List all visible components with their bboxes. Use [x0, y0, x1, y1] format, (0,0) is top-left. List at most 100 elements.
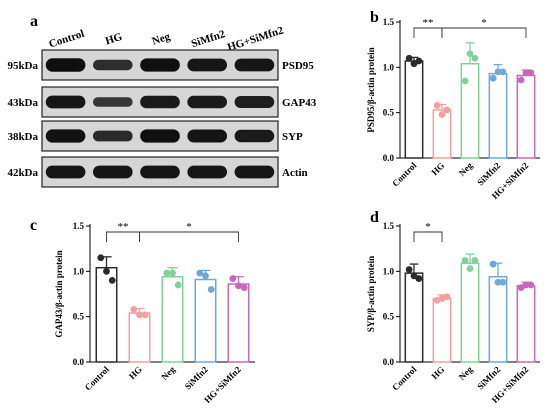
- blot-size-label: 43kDa: [7, 97, 38, 109]
- blot-band: [45, 165, 86, 179]
- bar: [516, 74, 536, 159]
- panel-label-b: b: [370, 9, 379, 26]
- significance-label: *: [186, 221, 192, 233]
- y-axis-label: GAP43/β-actin protein: [54, 250, 64, 337]
- x-tick-label: HG: [429, 364, 446, 381]
- data-point: [461, 257, 469, 264]
- blot-band: [187, 58, 228, 72]
- blot-band: [92, 165, 133, 179]
- blot-protein-label: SYP: [282, 131, 303, 143]
- data-point: [103, 267, 110, 275]
- blot-size-label: 95kDa: [7, 60, 38, 72]
- blot-protein-label: GAP43: [282, 97, 317, 109]
- data-point: [489, 74, 497, 82]
- data-point: [207, 286, 215, 293]
- blot-lane-label: Neg: [151, 30, 173, 47]
- y-tick-label: 1.5: [383, 221, 395, 231]
- panel-label-a: a: [30, 13, 38, 30]
- significance-bracket: [413, 231, 443, 242]
- blot-band: [45, 95, 86, 109]
- significance-bracket: [106, 231, 140, 242]
- y-tick-label: 1.5: [383, 17, 395, 27]
- western-blot-panel: a Control HG Neg SiMfn2 HG+SiMfn2 95kDa PSD95…: [7, 13, 317, 188]
- chart-panel-b: b 0.0 0.5 1.0 1.5 PSD95/β-actin protein Contr…: [366, 9, 540, 201]
- data-point: [415, 57, 423, 65]
- chart-panel-c: c 0.0 0.5 1.0 1.5 GAP43/β-actin protein Contr…: [30, 217, 255, 405]
- x-tick-label: Neg: [457, 364, 475, 382]
- blot-band: [45, 58, 86, 72]
- data-point: [405, 54, 413, 62]
- data-point: [466, 50, 474, 58]
- y-tick-label: 0.5: [383, 312, 395, 322]
- data-point: [433, 102, 441, 109]
- bar: [488, 72, 508, 159]
- panel-label-c: c: [30, 217, 37, 234]
- significance-label: **: [423, 17, 434, 29]
- bar: [460, 262, 480, 363]
- data-point: [438, 111, 446, 118]
- blot-band: [234, 96, 275, 108]
- data-point: [522, 69, 530, 77]
- x-tick-label: Control: [390, 364, 419, 393]
- data-point: [169, 269, 176, 277]
- data-point: [522, 281, 530, 289]
- data-point: [527, 69, 535, 77]
- data-point: [443, 293, 451, 301]
- blot-band: [187, 165, 228, 179]
- data-point: [235, 282, 242, 290]
- significance-bracket: [139, 231, 239, 242]
- data-point: [141, 311, 149, 319]
- x-tick-label: Control: [390, 160, 419, 189]
- bar: [161, 276, 184, 363]
- blot-band: [187, 129, 228, 143]
- chart-panel-d: d 0.0 0.5 1.0 1.5 SYP/β-actin protein Control…: [366, 209, 540, 405]
- blot-band: [140, 165, 180, 179]
- bar: [128, 312, 151, 363]
- blot-band: [140, 129, 180, 143]
- x-tick-label: HG: [429, 160, 446, 177]
- data-point: [443, 106, 451, 114]
- blot-protein-label: Actin: [282, 167, 308, 179]
- data-point: [136, 311, 143, 319]
- significance-label: *: [481, 17, 487, 29]
- blot-size-label: 38kDa: [7, 131, 38, 143]
- blot-size-label: 42kDa: [7, 167, 38, 179]
- data-point: [471, 54, 479, 62]
- bar: [227, 283, 250, 363]
- data-point: [97, 254, 105, 262]
- blot-band: [234, 129, 275, 143]
- blot-band: [140, 95, 180, 109]
- blot-band: [140, 58, 180, 72]
- y-tick-label: 0.5: [383, 108, 395, 118]
- blot-lane-label: SiMfn2: [190, 28, 227, 50]
- panel-label-d: d: [370, 209, 379, 226]
- y-tick-label: 1.0: [383, 62, 395, 72]
- y-tick-label: 0.0: [73, 357, 85, 367]
- data-point: [494, 68, 502, 76]
- significance-bracket: [413, 27, 443, 38]
- data-point: [415, 275, 423, 282]
- data-point: [202, 272, 209, 280]
- x-tick-label: HG: [127, 364, 144, 381]
- significance-label: *: [425, 221, 431, 233]
- y-axis-label: SYP/β-actin protein: [366, 256, 376, 332]
- significance-label: **: [118, 221, 129, 233]
- significance-bracket: [441, 27, 527, 38]
- blot-protein-label: PSD95: [282, 60, 314, 72]
- y-tick-label: 1.0: [383, 266, 395, 276]
- blot-rows: 95kDa PSD95 43kDa GAP43 38kDa SYP 42kDa Actin: [7, 49, 317, 188]
- bar: [432, 297, 452, 363]
- x-tick-label: Neg: [457, 160, 475, 178]
- data-point: [229, 275, 237, 282]
- data-point: [489, 260, 497, 268]
- x-tick-label: SiMfn2: [475, 160, 503, 188]
- y-tick-label: 0.5: [73, 312, 85, 322]
- y-axis-label: PSD95/β-actin protein: [366, 47, 376, 132]
- blot-band: [187, 95, 228, 109]
- data-point: [130, 306, 138, 313]
- x-tick-label: Control: [83, 364, 112, 393]
- data-point: [405, 266, 413, 273]
- data-point: [471, 257, 479, 264]
- blot-lane-label: Control: [47, 28, 85, 51]
